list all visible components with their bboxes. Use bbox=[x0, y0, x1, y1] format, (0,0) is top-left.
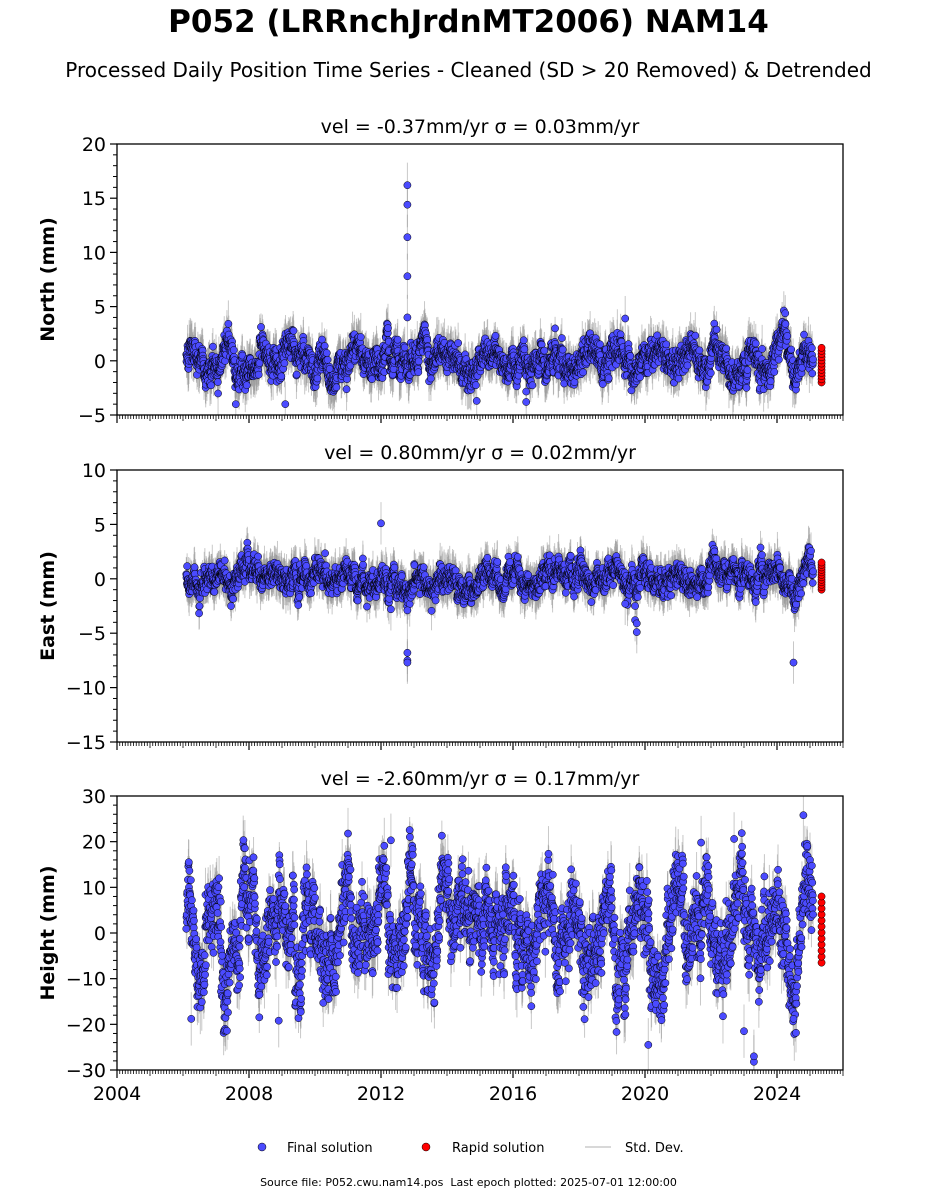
final-solution-point bbox=[427, 374, 435, 383]
final-solution-point bbox=[323, 355, 332, 364]
final-solution-point bbox=[229, 346, 238, 354]
final-solution-point bbox=[207, 381, 215, 390]
final-solution-point bbox=[343, 375, 351, 383]
final-solution-point bbox=[414, 368, 423, 377]
final-solution-point bbox=[368, 375, 376, 383]
final-solution-point bbox=[491, 331, 500, 340]
final-solution-point bbox=[224, 319, 233, 328]
final-solution-point bbox=[322, 349, 331, 357]
final-solution-point bbox=[558, 345, 567, 354]
final-solution-point bbox=[292, 370, 301, 379]
final-solution-point bbox=[277, 372, 286, 381]
final-solution-point bbox=[579, 368, 587, 377]
final-solution-point bbox=[257, 323, 265, 331]
chart-title: P052 (LRRnchJrdnMT2006) NAM14 bbox=[168, 4, 769, 40]
panel-title: vel = -0.37mm/yr σ = 0.03mm/yr bbox=[321, 116, 640, 138]
final-solution-point bbox=[318, 335, 326, 344]
final-solution-point bbox=[400, 343, 409, 352]
final-solution-point bbox=[454, 339, 462, 347]
final-solution-point bbox=[519, 336, 528, 345]
final-solution-point bbox=[570, 378, 579, 386]
final-solution-point bbox=[332, 383, 341, 392]
final-solution-point bbox=[522, 387, 531, 396]
final-solution-point bbox=[356, 333, 365, 341]
final-solution-point bbox=[209, 342, 217, 351]
final-solution-point bbox=[472, 381, 480, 390]
final-solution-point bbox=[280, 359, 289, 368]
final-solution-point bbox=[214, 389, 222, 398]
final-solution-point bbox=[214, 378, 222, 386]
final-solution-point bbox=[393, 335, 402, 344]
final-solution-point bbox=[540, 346, 549, 355]
final-solution-point bbox=[414, 357, 423, 366]
std-dev-bars bbox=[185, 162, 814, 415]
final-solution-point bbox=[551, 324, 559, 333]
final-solution-point bbox=[528, 381, 537, 390]
final-solution-point bbox=[254, 370, 263, 379]
final-solution-point bbox=[384, 324, 392, 332]
final-solution-point bbox=[255, 359, 264, 367]
final-solution-point bbox=[320, 342, 329, 350]
final-solution-point bbox=[558, 334, 566, 342]
y-axis-label: North (mm) bbox=[37, 217, 59, 342]
final-solution-point bbox=[342, 385, 351, 394]
chart-subtitle: Processed Daily Position Time Series - C… bbox=[65, 58, 872, 82]
final-solution-point bbox=[313, 374, 322, 383]
final-solution-point bbox=[289, 326, 298, 335]
panel-north: vel = -0.37mm/yr σ = 0.03mm/yr North (mm)… bbox=[37, 116, 844, 427]
plot-area bbox=[182, 162, 826, 415]
final-solution-point bbox=[520, 345, 529, 354]
final-solution-point bbox=[242, 381, 251, 390]
final-solution-points bbox=[182, 181, 817, 409]
